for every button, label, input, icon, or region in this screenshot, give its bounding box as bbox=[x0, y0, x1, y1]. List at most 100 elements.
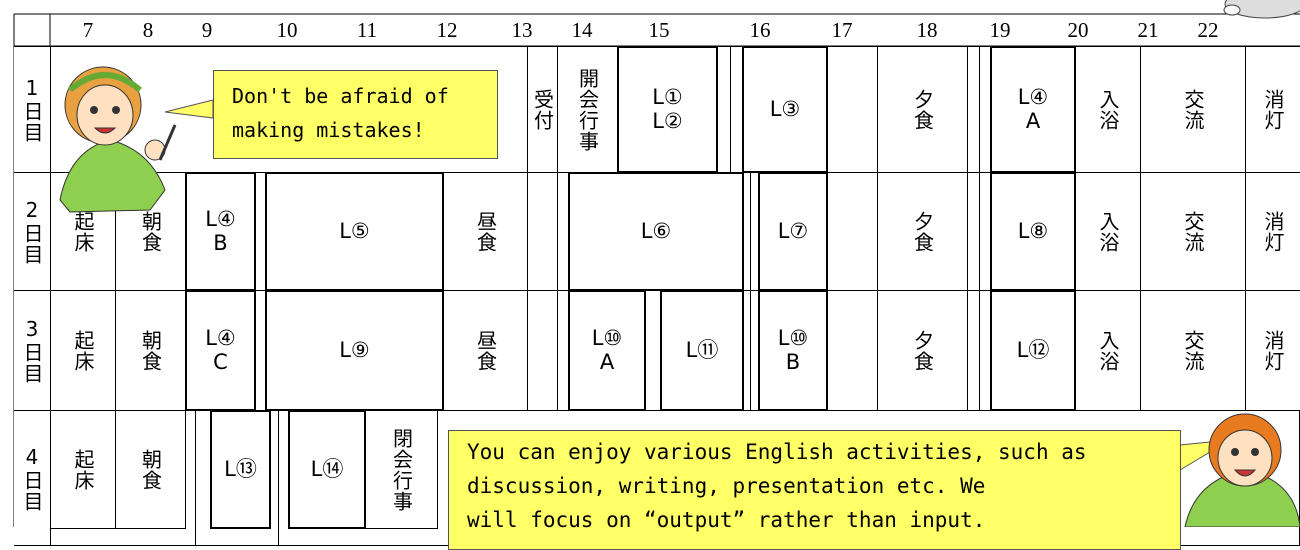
activity-cell: 起床 bbox=[50, 410, 116, 529]
activity-cell: 交流 bbox=[1140, 46, 1246, 173]
day-label-text: 3日目 bbox=[20, 317, 44, 384]
hour-label: 13 bbox=[511, 18, 533, 42]
cell-text: L⑨ bbox=[339, 337, 370, 362]
lesson-box: L⑩ B bbox=[758, 290, 828, 411]
activity-cell: 朝食 bbox=[115, 172, 186, 291]
cell-text: 消灯 bbox=[1261, 210, 1285, 253]
hour-label: 18 bbox=[916, 18, 938, 42]
separator-line bbox=[750, 290, 751, 410]
hour-label: 16 bbox=[749, 18, 771, 42]
activity-cell: 起床 bbox=[50, 172, 116, 291]
cell-text: L⑦ bbox=[777, 218, 809, 243]
lesson-box: L⑬ bbox=[210, 410, 271, 529]
hour-label: 10 bbox=[276, 18, 298, 42]
cell-text: B bbox=[785, 349, 801, 374]
cell-text: L⑥ bbox=[640, 218, 672, 243]
cell-text: 受付 bbox=[530, 88, 555, 131]
cell-text: 消灯 bbox=[1261, 88, 1285, 131]
cell-text: L⑩ bbox=[777, 326, 809, 351]
lesson-box: L④ B bbox=[185, 172, 256, 291]
lesson-box: L① L② bbox=[617, 46, 718, 173]
separator-line bbox=[979, 46, 980, 172]
cell-text: 昼食 bbox=[473, 210, 498, 253]
bubble-text: making mistakes! bbox=[232, 118, 425, 142]
activity-cell: 交流 bbox=[1140, 172, 1246, 291]
separator-line bbox=[557, 172, 558, 290]
activity-cell: 入浴 bbox=[1075, 46, 1141, 173]
cell-text: 夕食 bbox=[910, 88, 935, 131]
hour-label: 20 bbox=[1067, 18, 1089, 42]
cell-text: 朝食 bbox=[138, 448, 163, 491]
activity-cell: 夕食 bbox=[877, 172, 968, 291]
cell-text: L④ bbox=[205, 326, 236, 351]
cell-text: 朝食 bbox=[138, 210, 163, 253]
lesson-box: L⑤ bbox=[265, 172, 444, 291]
activity-cell: 閉会行事 bbox=[365, 410, 438, 529]
cell-text: 交流 bbox=[1181, 329, 1205, 372]
hour-label: 15 bbox=[648, 18, 670, 42]
activity-cell: 入浴 bbox=[1075, 290, 1141, 411]
cell-text: 起床 bbox=[71, 210, 95, 253]
hour-label: 8 bbox=[142, 18, 154, 42]
cell-text: L⑭ bbox=[310, 456, 344, 481]
speech-bubble: You can enjoy various English activities… bbox=[448, 430, 1181, 550]
cell-text: 朝食 bbox=[138, 329, 163, 372]
cell-text: L② bbox=[652, 108, 683, 133]
day-label-text: 1日目 bbox=[20, 76, 44, 143]
lesson-box: L⑦ bbox=[758, 172, 828, 291]
cell-text: 起床 bbox=[71, 329, 95, 372]
schedule: 7 8 9 10 11 12 13 14 15 16 17 18 19 20 21 22 1日目 受付 開会行事 L①… bbox=[13, 0, 1300, 550]
cell-text: L⑬ bbox=[224, 456, 257, 481]
cell-text: 夕食 bbox=[910, 329, 935, 372]
hour-label: 7 bbox=[82, 18, 94, 42]
separator-line bbox=[557, 290, 558, 410]
day-label-text: 4日目 bbox=[20, 444, 44, 512]
activity-cell: 受付 bbox=[527, 46, 558, 173]
activity-cell: 昼食 bbox=[443, 290, 528, 411]
cell-text: 入浴 bbox=[1096, 88, 1120, 131]
hour-label: 17 bbox=[831, 18, 853, 42]
hour-label: 21 bbox=[1137, 18, 1159, 42]
day-label: 1日目 bbox=[14, 46, 51, 173]
cell-text: 閉会行事 bbox=[389, 427, 414, 512]
speech-bubble: Don't be afraid of making mistakes! bbox=[213, 70, 498, 159]
hour-label: 22 bbox=[1197, 18, 1219, 42]
cell-text: L⑤ bbox=[339, 218, 370, 243]
cell-text: L⑫ bbox=[1016, 337, 1050, 362]
separator-line bbox=[750, 172, 751, 290]
cell-text: 入浴 bbox=[1096, 329, 1120, 372]
cell-text: L⑧ bbox=[1017, 218, 1049, 243]
page: Schedule {"header": {"hours": [7, 8, 9, … bbox=[13, 0, 1300, 550]
bubble-text: You can enjoy various English activities… bbox=[467, 440, 1087, 464]
cell-text: L① bbox=[652, 85, 683, 110]
cell-text: L⑪ bbox=[685, 337, 719, 362]
activity-cell: 朝食 bbox=[115, 410, 186, 529]
day-label: 4日目 bbox=[14, 410, 51, 546]
bubble-text: will focus on “output” rather than input… bbox=[467, 508, 986, 532]
activity-cell: 夕食 bbox=[877, 290, 968, 411]
day-label: 3日目 bbox=[14, 290, 51, 411]
activity-cell: 朝食 bbox=[115, 290, 186, 411]
hour-label: 14 bbox=[571, 18, 593, 42]
activity-cell: 夕食 bbox=[877, 46, 968, 173]
cell-text: 起床 bbox=[71, 448, 95, 491]
separator-line bbox=[979, 290, 980, 410]
bubble-text: discussion, writing, presentation etc. W… bbox=[467, 474, 986, 498]
separator-line bbox=[195, 410, 196, 545]
separator-line bbox=[979, 172, 980, 290]
hour-label: 19 bbox=[989, 18, 1011, 42]
separator-line bbox=[730, 46, 731, 172]
hour-label: 9 bbox=[201, 18, 213, 42]
cell-text: 入浴 bbox=[1096, 210, 1120, 253]
lesson-box: L⑭ bbox=[288, 410, 366, 529]
lesson-box: L⑫ bbox=[990, 290, 1076, 411]
cell-text: L⑩ bbox=[591, 326, 623, 351]
lesson-box: L④ C bbox=[185, 290, 256, 411]
lesson-box: L⑪ bbox=[660, 290, 744, 411]
day-label: 2日目 bbox=[14, 172, 51, 291]
cell-text: A bbox=[599, 349, 615, 374]
activity-cell: 交流 bbox=[1140, 290, 1246, 411]
bubble-text: Don't be afraid of bbox=[232, 84, 449, 108]
cell-text: 夕食 bbox=[910, 210, 935, 253]
separator-line bbox=[278, 410, 279, 545]
